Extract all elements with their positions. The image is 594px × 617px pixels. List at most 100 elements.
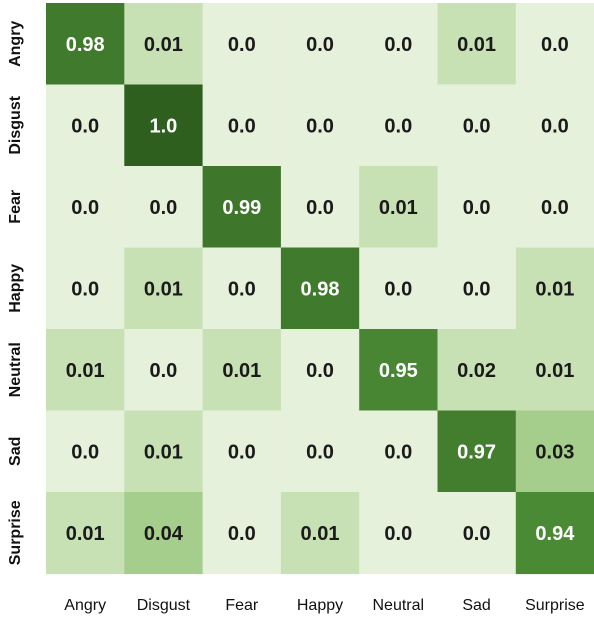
- cell-value-label: 0.0: [384, 34, 412, 56]
- heatmap-cell: [46, 492, 125, 575]
- heatmap-cell: [202, 410, 282, 493]
- heatmap-cell: [359, 84, 439, 167]
- cell-value-label: 0.01: [144, 441, 183, 463]
- heatmap-cell: [124, 84, 204, 167]
- heatmap-cell: [202, 329, 282, 412]
- cell-value-label: 0.01: [379, 197, 418, 219]
- cell-value-label: 0.94: [535, 523, 575, 545]
- heatmap-cell: [359, 166, 439, 249]
- heatmap-cell: [280, 410, 360, 493]
- heatmap-cell: [46, 329, 125, 412]
- row-label: Disgust: [7, 95, 24, 154]
- cell-value-label: 0.01: [66, 523, 105, 545]
- column-label: Fear: [225, 597, 259, 614]
- cell-value-label: 0.0: [306, 441, 334, 463]
- cell-value-label: 0.0: [463, 197, 491, 219]
- cell-value-label: 0.0: [463, 523, 491, 545]
- heatmap-cell: [437, 247, 517, 330]
- cell-value-label: 0.03: [535, 441, 574, 463]
- cell-value-label: 0.0: [306, 34, 334, 56]
- heatmap-cell: [437, 329, 517, 412]
- row-label: Angry: [7, 21, 24, 67]
- cell-value-label: 0.0: [463, 278, 491, 300]
- cell-value-label: 0.0: [228, 441, 256, 463]
- cell-value-label: 0.0: [71, 441, 99, 463]
- cell-value-label: 0.02: [457, 360, 496, 382]
- cell-value-label: 0.0: [541, 34, 569, 56]
- cell-value-label: 0.95: [379, 360, 418, 382]
- heatmap-cell: [437, 84, 517, 167]
- heatmap-cell: [437, 492, 517, 575]
- column-labels: Angry Disgust Fear Happy Neutral Sad Surprise: [64, 597, 584, 614]
- heatmap-cell: [46, 166, 125, 249]
- cell-value-label: 0.01: [144, 34, 183, 56]
- cell-value-label: 0.0: [228, 115, 256, 137]
- cell-value-label: 0.0: [228, 523, 256, 545]
- cell-value-label: 0.0: [71, 197, 99, 219]
- heatmap-cell: [202, 3, 282, 86]
- heatmap-cell: [437, 3, 517, 86]
- cell-value-label: 0.98: [66, 34, 105, 56]
- cell-value-label: 0.0: [541, 197, 569, 219]
- cell-value-label: 0.0: [306, 197, 334, 219]
- heatmap-cell: [515, 492, 594, 575]
- cell-value-label: 0.99: [222, 197, 261, 219]
- cell-value-label: 0.0: [384, 441, 412, 463]
- heatmap-cell: [359, 492, 439, 575]
- heatmap-cell: [46, 3, 125, 86]
- cell-value-label: 0.01: [144, 278, 183, 300]
- cell-value-label: 0.0: [384, 115, 412, 137]
- column-label: Disgust: [137, 597, 191, 614]
- column-label: Angry: [64, 597, 106, 614]
- cell-value-label: 0.0: [306, 115, 334, 137]
- cell-value-label: 0.0: [71, 278, 99, 300]
- cell-value-label: 0.01: [457, 34, 496, 56]
- row-label: Neutral: [7, 342, 24, 397]
- cell-value-label: 0.0: [228, 278, 256, 300]
- heatmap-cell: [515, 410, 594, 493]
- heatmap-cell: [124, 3, 204, 86]
- cell-value-label: 0.0: [463, 115, 491, 137]
- heatmap-cell: [515, 3, 594, 86]
- heatmap-cell: [280, 492, 360, 575]
- heatmap-cell: [280, 166, 360, 249]
- column-label: Happy: [297, 597, 343, 614]
- cell-value-label: 0.01: [301, 523, 340, 545]
- heatmap-cell: [359, 329, 439, 412]
- heatmap-cell: [280, 84, 360, 167]
- heatmap-cell: [280, 3, 360, 86]
- heatmap-cell: [202, 492, 282, 575]
- heatmap-cell: [202, 84, 282, 167]
- cell-value-label: 0.0: [541, 115, 569, 137]
- cell-value-label: 0.98: [301, 278, 340, 300]
- cell-value-label: 0.97: [457, 441, 496, 463]
- cell-value-label: 1.0: [149, 115, 177, 137]
- cell-value-label: 0.0: [71, 115, 99, 137]
- heatmap-cell: [515, 84, 594, 167]
- heatmap-cell: [124, 247, 204, 330]
- cell-value-label: 0.0: [384, 278, 412, 300]
- cell-value-label: 0.01: [66, 360, 105, 382]
- column-label: Sad: [462, 597, 490, 614]
- column-label: Neutral: [373, 597, 425, 614]
- heatmap-cell: [202, 247, 282, 330]
- row-labels: Angry Disgust Fear Happy Neutral Sad Surprise: [7, 21, 24, 566]
- heatmap-cell: [124, 166, 204, 249]
- cell-value-label: 0.0: [306, 360, 334, 382]
- heatmap-cell: [46, 84, 125, 167]
- heatmap-cell: [124, 329, 204, 412]
- heatmap-cell: [359, 410, 439, 493]
- heatmap-cell: [515, 247, 594, 330]
- heatmap-cell: [46, 410, 125, 493]
- heatmap-cell: [359, 3, 439, 86]
- heatmap-cells: 0.98 0.01 0.0 0.0 0.0 0.01 0.0 0.0 1.0 0.0 0.0 0.0 0…: [46, 3, 594, 575]
- heatmap-cell: [515, 166, 594, 249]
- cell-value-label: 0.01: [535, 278, 574, 300]
- heatmap-cell: [280, 247, 360, 330]
- heatmap-cell: [202, 166, 282, 249]
- heatmap-cell: [437, 410, 517, 493]
- heatmap-cell: [124, 492, 204, 575]
- row-label: Sad: [7, 437, 24, 466]
- cell-value-label: 0.04: [144, 523, 184, 545]
